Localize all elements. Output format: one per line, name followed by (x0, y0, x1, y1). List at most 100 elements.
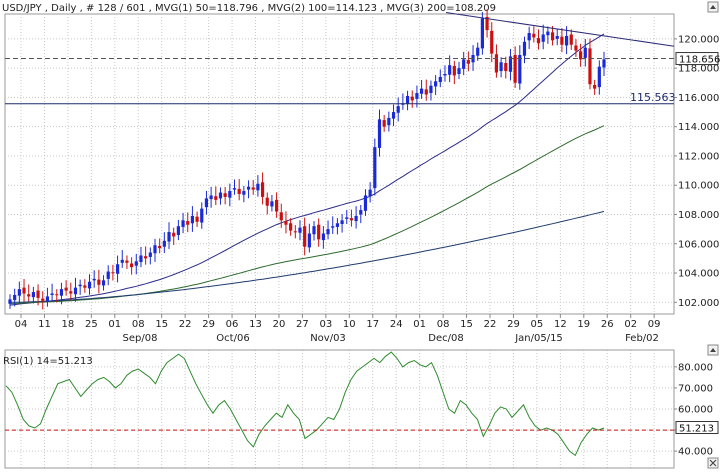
candle-body (546, 31, 550, 36)
rsi-y-tick-label: 60.000 (678, 405, 713, 416)
candle-body (101, 280, 106, 286)
price-annotations: 115.563 118.656 (5, 12, 720, 105)
price-panel: 102.000 104.000 106.000 108.000 110.000 112.0… (4, 9, 720, 468)
x-tick-label: 18 (62, 319, 75, 330)
candle (354, 206, 358, 229)
candle (499, 57, 503, 78)
candle (331, 216, 335, 234)
x-tick-label: 24 (390, 319, 403, 330)
maximize-panel-button[interactable] (707, 1, 719, 13)
candle (550, 26, 555, 46)
header-symbol: USD/JPY (2, 3, 42, 14)
candle (293, 225, 297, 239)
price-y-tick-label: 114.000 (678, 122, 719, 133)
candle-body (588, 48, 592, 85)
candle-body (22, 287, 26, 294)
rsi-y-tick-label: 80.000 (678, 362, 713, 373)
candle (312, 221, 316, 241)
candlestick-series (8, 9, 606, 310)
candle-body (31, 292, 35, 298)
ma-50-line (9, 33, 605, 306)
candle (139, 246, 143, 268)
candle (45, 287, 50, 307)
candle-body (228, 191, 232, 198)
price-y-tick-label: 110.000 (678, 181, 719, 192)
candle (485, 9, 489, 38)
x-tick-label: 03 (319, 319, 332, 330)
candle-body (480, 18, 484, 49)
candle-body (363, 195, 368, 211)
candle (438, 69, 442, 88)
candle-body (125, 260, 129, 263)
x-month-label: Dec/08 (428, 333, 463, 344)
close-panel-button[interactable] (707, 457, 719, 469)
candle (242, 185, 246, 203)
x-tick-label: 12 (554, 319, 567, 330)
candle (284, 211, 288, 234)
price-y-tick-label: 106.000 (678, 239, 719, 250)
candle (410, 90, 414, 108)
candle (41, 291, 45, 310)
candle-body (536, 38, 541, 44)
candle-body (518, 54, 522, 84)
price-y-tick-label: 102.000 (678, 298, 719, 309)
x-tick-label: 25 (85, 319, 98, 330)
candle (522, 36, 527, 64)
candle (55, 289, 59, 303)
price-y-tick-label: 120.000 (678, 34, 719, 45)
candle (92, 270, 96, 288)
candle (466, 51, 470, 72)
candle-body (466, 60, 470, 64)
candle-body (307, 233, 311, 248)
candle (260, 172, 265, 205)
candle-body (36, 290, 40, 298)
candle (480, 12, 484, 55)
candle (368, 182, 372, 203)
x-tick-label: 15 (460, 319, 473, 330)
candle-body (92, 278, 96, 281)
candle-body (410, 96, 414, 101)
x-axis-day-labels: 04 11 18 25 01 08 15 22 29 06 13 20 27 03 10 17 24 01 08 15… (15, 314, 661, 330)
trendline (445, 12, 675, 47)
candle-body (153, 245, 157, 254)
last-price-box (675, 52, 719, 66)
x-tick-label: 19 (577, 319, 590, 330)
price-y-axis: 102.000 104.000 106.000 108.000 110.000 112.0… (674, 34, 719, 309)
x-tick-label: 22 (179, 319, 192, 330)
candle (214, 186, 218, 205)
candle-body (186, 221, 190, 225)
x-tick-label: 22 (484, 319, 497, 330)
candle-body (83, 285, 87, 288)
x-tick-label: 11 (38, 319, 51, 330)
candle (513, 46, 517, 88)
candle (560, 28, 564, 53)
candle-body (391, 112, 396, 119)
candle-body (415, 93, 419, 99)
candle (69, 282, 73, 300)
ma-100-line (9, 125, 605, 305)
candle-body (317, 224, 321, 240)
candle (59, 282, 64, 305)
candle (181, 212, 185, 234)
candle-body (494, 54, 499, 73)
candle (457, 61, 461, 80)
price-y-tick-label: 104.000 (678, 269, 719, 280)
candle (73, 277, 78, 302)
candle-body (593, 84, 597, 89)
collapse-panel-button[interactable] (707, 344, 719, 356)
candle-body (27, 294, 31, 297)
candle (64, 280, 68, 296)
candle-body (326, 229, 330, 235)
candle (298, 220, 302, 241)
candle-body (532, 33, 536, 38)
candle-body (284, 221, 288, 225)
candle (452, 60, 456, 85)
moving-average-lines (9, 33, 605, 306)
candle (176, 219, 180, 241)
candle (321, 226, 325, 249)
candle-body (232, 188, 237, 190)
candle-body (148, 252, 152, 257)
candle-body (17, 289, 21, 296)
candle-body (597, 66, 601, 88)
